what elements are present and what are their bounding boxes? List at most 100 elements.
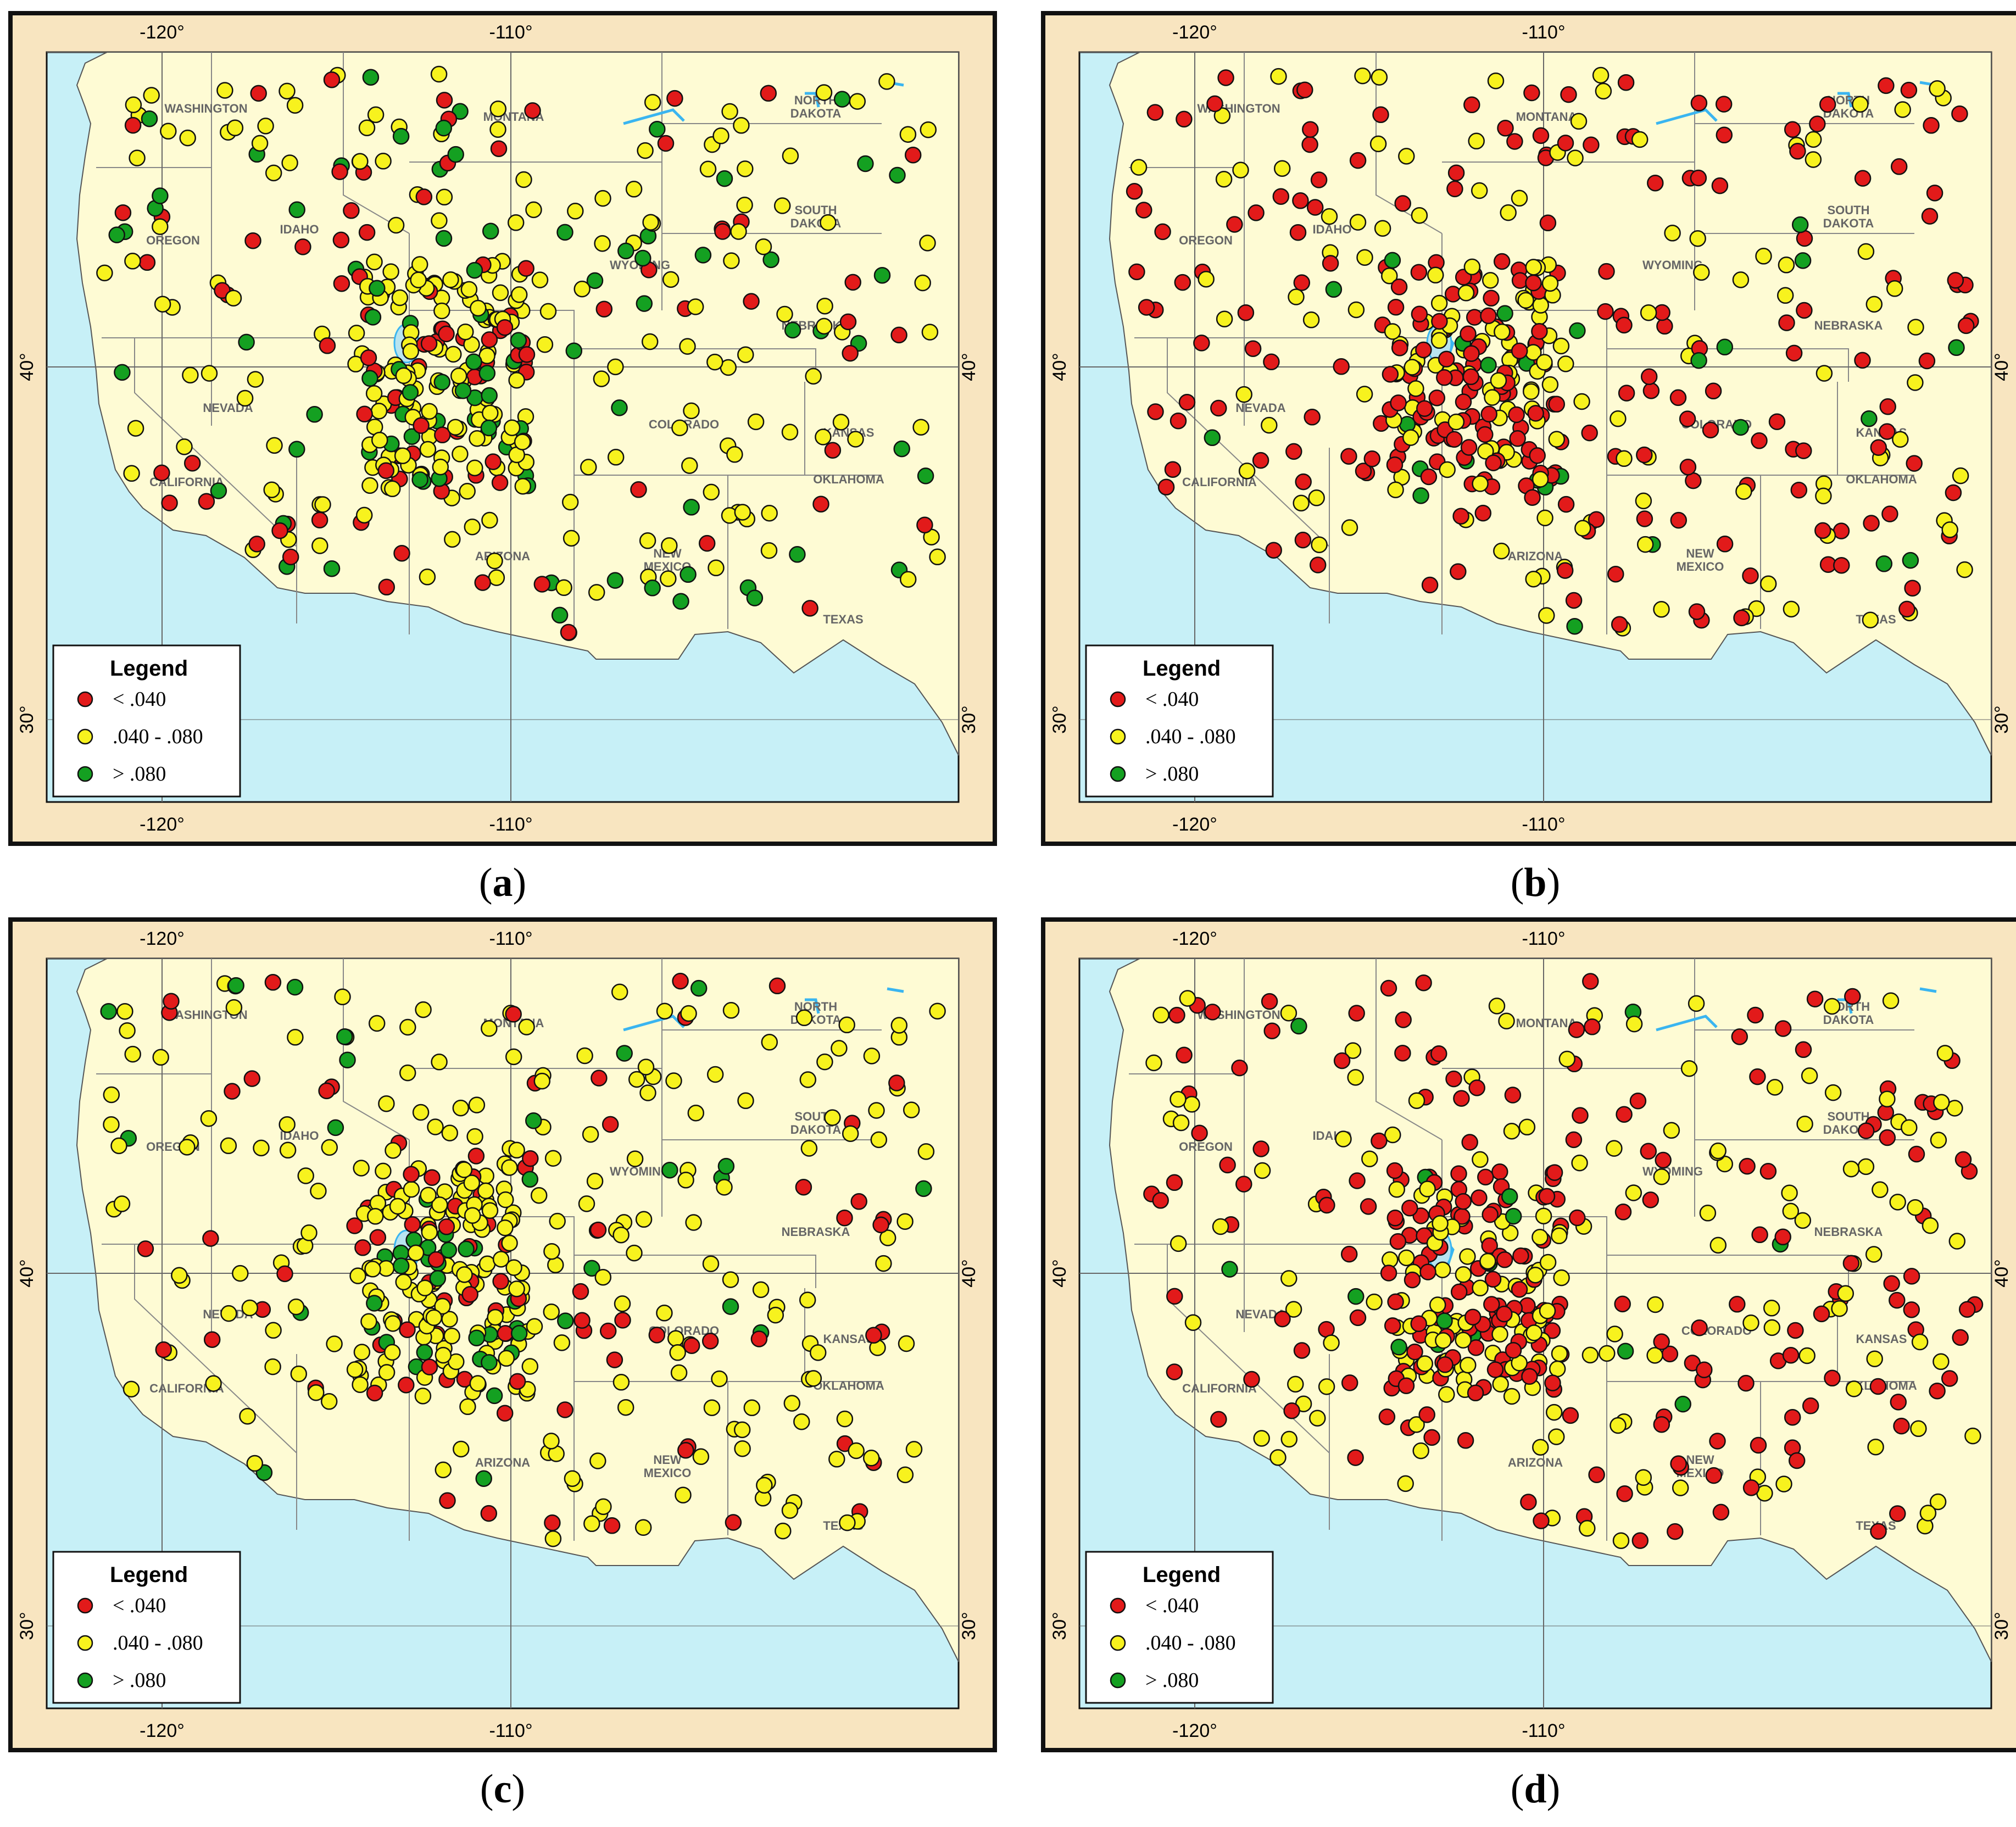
station-dot (669, 1344, 686, 1361)
station-dot (1237, 304, 1255, 321)
station-dot (656, 1002, 673, 1020)
legend-swatch (1110, 1672, 1126, 1689)
station-dot (915, 1180, 932, 1197)
station-dot (1548, 1428, 1565, 1445)
station-dot (1842, 1255, 1860, 1272)
station-dot (477, 1182, 494, 1200)
station-dot (320, 1393, 338, 1410)
station-dot (393, 544, 410, 562)
station-dot (1269, 1449, 1287, 1466)
station-dot (1412, 1442, 1429, 1460)
station-dot (607, 449, 625, 466)
station-dot (1869, 1378, 1887, 1395)
station-dot (517, 260, 534, 277)
station-dot (1570, 113, 1588, 130)
station-dot (427, 1251, 445, 1268)
station-dot (560, 623, 577, 641)
station-dot (1702, 421, 1719, 439)
station-dot (507, 214, 525, 231)
station-dot (1213, 107, 1231, 124)
station-dot (1784, 121, 1801, 138)
axis-label-left-40: 40° (1049, 1259, 1070, 1287)
station-dot (114, 364, 131, 381)
station-dot (603, 1517, 621, 1534)
legend-swatch (77, 1597, 93, 1614)
station-dot (1545, 1403, 1563, 1421)
station-dot (1775, 1475, 1792, 1492)
station-dot (475, 1470, 492, 1487)
station-dot (737, 1092, 754, 1110)
station-dot (443, 1327, 460, 1345)
station-dot (459, 1398, 476, 1416)
station-dot (1625, 1015, 1643, 1033)
station-dot (1889, 1505, 1906, 1522)
station-dot (1280, 1430, 1298, 1448)
station-dot (586, 272, 604, 289)
state-label: NEBRASKA (1814, 1225, 1883, 1239)
station-dot (1356, 386, 1373, 403)
station-dot (1354, 67, 1371, 85)
station-dot (1467, 1384, 1484, 1402)
station-dot (282, 548, 299, 566)
legend-label: > .080 (1145, 762, 1199, 786)
station-dot (442, 271, 459, 288)
station-dot (481, 331, 498, 348)
station-dot (614, 1295, 631, 1312)
station-dot (155, 1341, 172, 1358)
station-dot (743, 1399, 761, 1417)
station-dot (616, 1045, 633, 1062)
station-dot (805, 1370, 822, 1387)
station-dot (583, 1260, 600, 1277)
station-dot (1382, 366, 1399, 383)
station-dot (761, 1034, 778, 1051)
station-dot (119, 1022, 136, 1039)
station-dot (1781, 1184, 1798, 1201)
station-dot (1618, 385, 1635, 402)
station-dot (1908, 1145, 1925, 1163)
station-dot (1584, 1018, 1601, 1035)
station-dot (888, 1074, 905, 1091)
station-dot (1929, 1382, 1946, 1400)
station-dot (239, 1407, 256, 1425)
station-dot (1323, 1334, 1340, 1351)
station-dot (264, 1358, 281, 1375)
station-dot (1956, 561, 1973, 578)
station-dot (445, 346, 462, 363)
station-dot (1520, 1494, 1537, 1511)
station-dot (756, 1477, 773, 1494)
station-dot (1929, 80, 1946, 97)
station-dot (1865, 296, 1883, 313)
station-dot (1429, 1296, 1446, 1313)
station-dot (1716, 536, 1734, 553)
station-dot (1889, 1291, 1906, 1309)
station-dot (1567, 149, 1584, 166)
station-dot (518, 346, 536, 363)
station-dot (1471, 182, 1488, 199)
station-dot (464, 518, 481, 536)
station-dot (1407, 380, 1424, 397)
axis-label-right-40: 40° (959, 1259, 979, 1287)
station-dot (419, 441, 437, 458)
station-dot (672, 593, 689, 610)
station-dot (1283, 1402, 1300, 1419)
station-dot (1875, 555, 1893, 572)
station-dot (1436, 1312, 1453, 1329)
station-dot (824, 442, 842, 459)
station-dot (1783, 600, 1800, 618)
station-dot (1349, 1172, 1366, 1189)
station-dot (879, 1229, 896, 1246)
station-dot (1796, 1116, 1813, 1133)
station-dot (722, 1271, 739, 1288)
river-line (805, 998, 820, 1014)
station-dot (300, 1224, 318, 1241)
station-dot (1894, 101, 1911, 118)
station-dot (286, 97, 304, 114)
state-label: NEBRASKA (782, 1225, 850, 1239)
station-dot (453, 1440, 470, 1458)
station-dot (1293, 1342, 1311, 1359)
station-dot (1472, 1279, 1489, 1297)
station-dot (701, 1333, 719, 1350)
station-dot (1390, 278, 1408, 296)
station-dot (1614, 1295, 1631, 1313)
station-dot (1466, 309, 1483, 326)
